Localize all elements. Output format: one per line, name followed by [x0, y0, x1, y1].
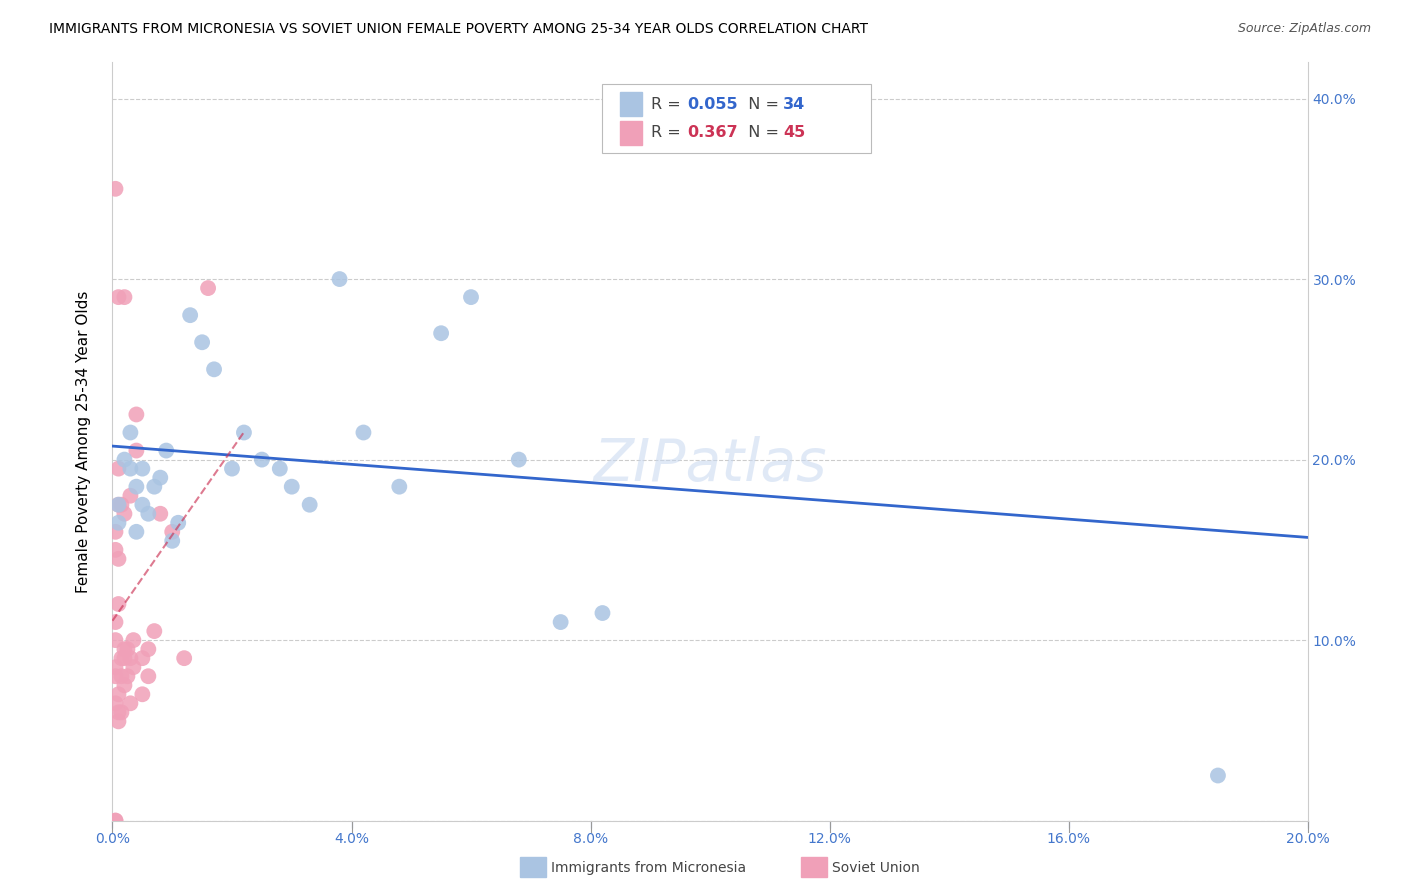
Point [104, 660, 127, 674]
Text: 34: 34 [783, 96, 806, 112]
Point [107, 687, 129, 701]
Point [120, 696, 142, 710]
Point [179, 308, 201, 322]
Point [104, 524, 127, 539]
Point [104, 696, 127, 710]
Point [104, 669, 127, 683]
Point [329, 272, 352, 286]
Text: ZIPatlas: ZIPatlas [593, 436, 827, 492]
Point [104, 633, 127, 648]
Point [197, 281, 219, 295]
Bar [620, 120, 643, 145]
Point [107, 552, 129, 566]
Point [430, 326, 453, 341]
Point [120, 489, 142, 503]
Point [104, 542, 127, 557]
Point [233, 425, 256, 440]
Point [107, 498, 129, 512]
Point [107, 516, 129, 530]
Text: Immigrants from Micronesia: Immigrants from Micronesia [551, 861, 747, 875]
Point [122, 660, 145, 674]
Point [104, 814, 127, 828]
Point [104, 182, 127, 196]
Point [143, 480, 166, 494]
Text: IMMIGRANTS FROM MICRONESIA VS SOVIET UNION FEMALE POVERTY AMONG 25-34 YEAR OLDS : IMMIGRANTS FROM MICRONESIA VS SOVIET UNI… [49, 22, 869, 37]
Point [149, 470, 172, 484]
Point [125, 408, 148, 422]
Point [131, 687, 153, 701]
Point [110, 706, 132, 720]
Point [122, 633, 145, 648]
Point [104, 615, 127, 629]
Point [550, 615, 572, 629]
Point [162, 524, 183, 539]
Point [110, 669, 132, 683]
Point [167, 516, 190, 530]
Point [114, 651, 135, 665]
Text: R =: R = [651, 96, 686, 112]
Point [107, 706, 129, 720]
Point [104, 814, 127, 828]
Point [298, 498, 321, 512]
Point [125, 443, 148, 458]
Point [110, 498, 132, 512]
Y-axis label: Female Poverty Among 25-34 Year Olds: Female Poverty Among 25-34 Year Olds [76, 291, 91, 592]
Point [1206, 768, 1229, 782]
Point [138, 507, 160, 521]
Point [110, 651, 132, 665]
Text: 0.367: 0.367 [688, 126, 738, 140]
Point [508, 452, 530, 467]
Point [120, 651, 142, 665]
Point [107, 290, 129, 304]
Point [149, 507, 172, 521]
Point [162, 533, 183, 548]
Text: 45: 45 [783, 126, 806, 140]
Text: N =: N = [738, 126, 783, 140]
Point [114, 290, 135, 304]
Point [131, 498, 153, 512]
Point [250, 452, 273, 467]
Point [125, 524, 148, 539]
Point [460, 290, 482, 304]
Point [269, 461, 291, 475]
Point [138, 669, 160, 683]
Point [131, 651, 153, 665]
Point [125, 480, 148, 494]
Point [114, 642, 135, 657]
Point [114, 507, 135, 521]
Point [120, 461, 142, 475]
Point [191, 335, 214, 350]
Point [592, 606, 614, 620]
Text: R =: R = [651, 126, 686, 140]
Point [173, 651, 195, 665]
Point [107, 461, 129, 475]
Point [221, 461, 243, 475]
Point [117, 642, 139, 657]
Point [131, 461, 153, 475]
FancyBboxPatch shape [603, 84, 872, 153]
Point [114, 452, 135, 467]
Point [138, 642, 160, 657]
Text: Soviet Union: Soviet Union [832, 861, 920, 875]
Bar [620, 92, 643, 116]
Point [202, 362, 225, 376]
Point [353, 425, 375, 440]
Point [107, 597, 129, 611]
Point [107, 498, 129, 512]
Point [281, 480, 304, 494]
Point [120, 425, 142, 440]
Point [117, 669, 139, 683]
Point [388, 480, 411, 494]
Point [759, 119, 782, 133]
Text: Source: ZipAtlas.com: Source: ZipAtlas.com [1237, 22, 1371, 36]
Text: 0.055: 0.055 [688, 96, 738, 112]
Point [155, 443, 177, 458]
Point [114, 678, 135, 692]
Text: N =: N = [738, 96, 783, 112]
Point [143, 624, 166, 639]
Point [107, 714, 129, 729]
